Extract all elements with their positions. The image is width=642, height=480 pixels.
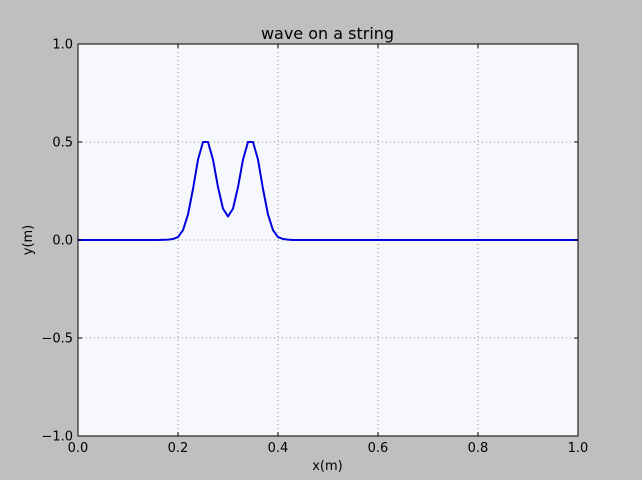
x-tick-label: 0.8 [468, 441, 489, 456]
x-tick-label: 0.6 [368, 441, 389, 456]
x-tick-label: 0.2 [168, 441, 189, 456]
y-axis-label: y(m) [21, 225, 36, 256]
chart-title: wave on a string [261, 24, 394, 43]
y-tick-label: 0.0 [52, 234, 73, 249]
x-tick-label: 0.0 [68, 441, 89, 456]
y-tick-label: 1.0 [52, 38, 73, 53]
y-tick-label: −0.5 [41, 332, 73, 347]
y-tick-label: 0.5 [52, 136, 73, 151]
y-axis-ticks: −1.0 −0.5 0.0 0.5 1.0 [41, 38, 578, 445]
x-tick-label: 1.0 [568, 441, 589, 456]
x-axis-label: x(m) [312, 459, 343, 474]
y-tick-label: −1.0 [41, 430, 73, 445]
x-tick-label: 0.4 [268, 441, 289, 456]
x-axis-ticks: 0.0 0.2 0.4 0.6 0.8 1.0 [68, 44, 589, 456]
series-line [78, 141, 578, 241]
